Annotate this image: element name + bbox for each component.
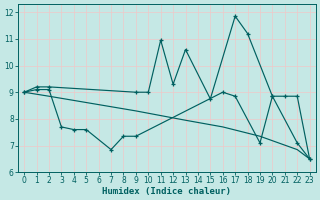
X-axis label: Humidex (Indice chaleur): Humidex (Indice chaleur) bbox=[102, 187, 231, 196]
